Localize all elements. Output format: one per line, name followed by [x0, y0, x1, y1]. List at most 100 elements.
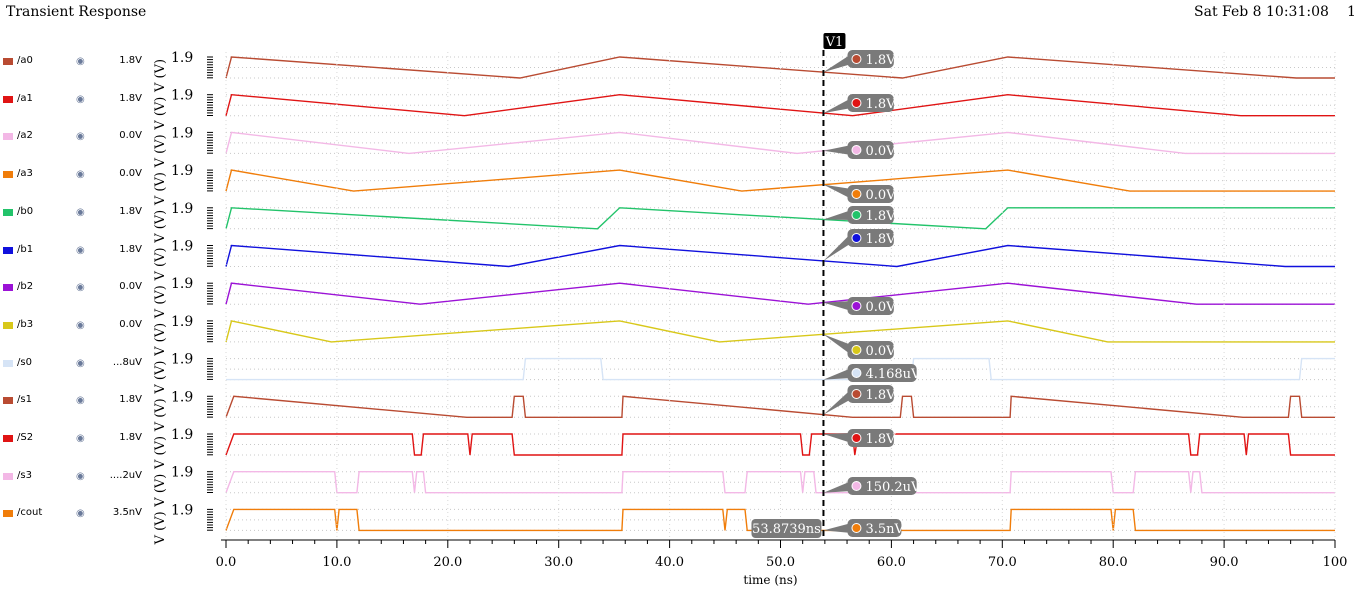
- legend-swatch: [3, 95, 13, 103]
- eye-icon[interactable]: ◉: [76, 470, 85, 482]
- y-axis-label: V (V): [153, 97, 168, 131]
- legend-swatch: [3, 472, 13, 480]
- legend-signal-name: /a0: [17, 55, 33, 66]
- marker-pointer: [823, 54, 852, 73]
- eye-icon[interactable]: ◉: [76, 244, 85, 256]
- x-tick-label: 10.0: [322, 555, 351, 570]
- legend-swatch: [3, 133, 13, 141]
- marker-pointer: [823, 389, 852, 415]
- legend-value: 0.0V: [119, 318, 142, 330]
- marker-pointer: [823, 481, 852, 493]
- cursor-flag: [823, 33, 846, 49]
- y-tick-label: 1.9: [171, 276, 193, 292]
- legend-row[interactable]: /S2 ◉ 1.8V: [0, 432, 160, 446]
- legend-value: 1.8V: [119, 243, 142, 255]
- legend-row[interactable]: /a1 ◉ 1.8V: [0, 93, 160, 107]
- y-axis-label: V (V): [153, 474, 168, 508]
- y-axis-label: V (V): [153, 361, 168, 395]
- y-tick-label: 1.9: [171, 163, 193, 179]
- x-tick-label: 50.0: [766, 555, 795, 570]
- marker-badge: [847, 364, 917, 382]
- x-axis-label: time (ns): [743, 573, 797, 587]
- y-tick-label: 1.9: [171, 50, 193, 66]
- x-tick-label: 40.0: [655, 555, 684, 570]
- legend-row[interactable]: /b3 ◉ 0.0V: [0, 319, 160, 333]
- legend-signal-name: /a3: [17, 168, 33, 180]
- legend-value: ...8uV: [112, 356, 142, 368]
- legend-swatch: [3, 246, 13, 254]
- waveform-a2: [225, 131, 1335, 155]
- y-tick-label: 1.9: [171, 88, 193, 104]
- y-tick-label: 1.9: [171, 314, 193, 330]
- x-tick-label: 20.0: [433, 555, 462, 570]
- legend-row[interactable]: /s1 ◉ 1.8V: [0, 394, 160, 408]
- marker-value: 0.0V: [865, 188, 896, 203]
- marker-value: 3.5nV: [865, 522, 904, 537]
- y-tick-label: 1.9: [171, 502, 193, 518]
- legend-row[interactable]: /s3 ◉ ....2uV: [0, 470, 160, 484]
- y-tick-label: 1.9: [171, 352, 193, 368]
- eye-icon[interactable]: ◉: [76, 319, 85, 331]
- marker-pointer: [823, 233, 852, 261]
- legend-row[interactable]: /b2 ◉ 0.0V: [0, 281, 160, 295]
- marker-value: 1.8V: [865, 209, 896, 224]
- y-axis-label: V (V): [153, 323, 168, 357]
- legend-row[interactable]: /b0 ◉ 1.8V: [0, 206, 160, 220]
- marker-dot: [851, 301, 862, 311]
- legend-row[interactable]: /a3 ◉ 0.0V: [0, 168, 160, 182]
- marker-dot: [851, 210, 862, 220]
- legend-signal-name: /a2: [17, 130, 33, 142]
- marker-pointer: [823, 98, 852, 114]
- eye-icon[interactable]: ◉: [76, 56, 85, 67]
- legend-row[interactable]: /s0 ◉ ...8uV: [0, 357, 160, 371]
- marker-pointer: [823, 368, 852, 380]
- legend-swatch: [3, 171, 13, 179]
- marker-dot: [851, 98, 862, 108]
- legend-row[interactable]: /a2 ◉ 0.0V: [0, 130, 160, 144]
- marker-value: 1.8V: [865, 232, 896, 247]
- y-axis-label: V (V): [153, 172, 168, 206]
- marker-pointer: [823, 145, 852, 155]
- y-axis-label: V (V): [153, 134, 168, 168]
- marker-pointer: [823, 523, 852, 533]
- legend-signal-name: /a1: [17, 92, 33, 104]
- legend-value: 1.8V: [119, 55, 142, 66]
- legend-swatch: [3, 435, 13, 442]
- legend-value: 0.0V: [119, 168, 142, 180]
- eye-icon[interactable]: ◉: [76, 433, 85, 444]
- marker-value: 4.168uV: [865, 367, 921, 382]
- marker-value: 1.8V: [865, 432, 896, 447]
- eye-icon[interactable]: ◉: [76, 357, 85, 369]
- eye-icon[interactable]: ◉: [76, 395, 85, 407]
- legend-row[interactable]: /cout ◉ 3.5nV: [0, 507, 160, 521]
- x-tick-label: 80.0: [1099, 555, 1128, 570]
- marker-value: 0.0V: [865, 144, 896, 159]
- legend-value: 1.8V: [119, 92, 142, 104]
- legend-row[interactable]: /a0 ◉ 1.8V: [0, 55, 160, 69]
- marker-value: 150.2uV: [865, 480, 921, 495]
- legend-signal-name: /s1: [17, 394, 32, 406]
- legend-row[interactable]: /b1 ◉ 1.8V: [0, 244, 160, 258]
- legend-value: 1.8V: [119, 205, 142, 217]
- marker-value: 0.0V: [865, 300, 896, 315]
- eye-icon[interactable]: ◉: [76, 282, 85, 294]
- marker-dot: [851, 368, 862, 378]
- waveform-a3: [225, 169, 1335, 192]
- waveform-a0: [225, 56, 1335, 79]
- marker-pointer: [823, 334, 852, 355]
- eye-icon[interactable]: ◉: [76, 508, 85, 520]
- eye-icon[interactable]: ◉: [76, 131, 85, 143]
- waveform-s2: [225, 433, 1335, 456]
- marker-badge: [847, 141, 894, 159]
- waveform-b0: [225, 207, 1335, 230]
- y-axis-label: V (V): [153, 59, 168, 93]
- legend-signal-name: /s3: [17, 469, 32, 481]
- x-tick-label: 90.0: [1210, 555, 1239, 570]
- eye-icon[interactable]: ◉: [76, 206, 85, 218]
- legend-value: 3.5nV: [112, 507, 142, 519]
- eye-icon[interactable]: ◉: [76, 93, 85, 105]
- x-tick-label: 70.0: [988, 555, 1017, 570]
- y-axis-label: V (V): [153, 247, 168, 281]
- eye-icon[interactable]: ◉: [76, 169, 85, 181]
